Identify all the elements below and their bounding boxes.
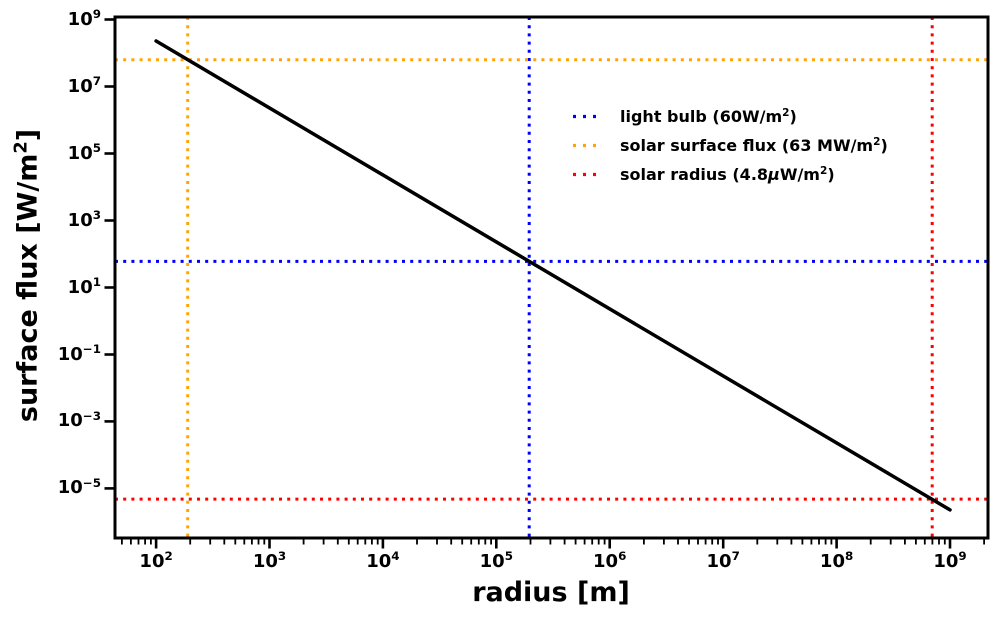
- x-tick-label: 106: [593, 549, 627, 572]
- y-tick-label: 10−3: [57, 408, 101, 432]
- x-tick-label: 103: [252, 549, 287, 572]
- legend-label: solar surface flux (63 MW/m2): [620, 136, 888, 155]
- x-axis-label: radius [m]: [472, 577, 630, 608]
- y-tick-label: 105: [67, 140, 101, 164]
- legend-label: light bulb (60W/m2): [620, 107, 797, 126]
- y-tick-label: 10−1: [57, 341, 101, 365]
- legend-item-0: light bulb (60W/m2): [572, 102, 888, 131]
- series-inverse-square-flux-line: [154, 39, 952, 512]
- x-tick-label: 108: [819, 549, 854, 572]
- y-tick-label: 109: [67, 6, 101, 30]
- y-tick-label: 101: [67, 274, 101, 298]
- plot-border: [113, 15, 990, 540]
- y-axis-label: surface flux [W/m2]: [10, 128, 44, 423]
- y-tick-label: 10−5: [57, 475, 101, 499]
- x-tick-label: 109: [933, 549, 967, 572]
- legend-label: solar radius (4.8μW/m2): [620, 165, 835, 184]
- legend-marker-dotted-icon: [573, 114, 599, 119]
- legend: light bulb (60W/m2) solar surface flux (…: [572, 102, 888, 189]
- legend-item-1: solar surface flux (63 MW/m2): [572, 131, 888, 160]
- legend-marker-dotted-icon: [573, 143, 599, 148]
- legend-marker-dotted-icon: [573, 172, 599, 177]
- legend-item-2: solar radius (4.8μW/m2): [572, 160, 888, 189]
- x-tick-label: 104: [366, 549, 400, 572]
- x-tick-label: 107: [706, 549, 740, 572]
- x-tick-label: 102: [139, 549, 173, 572]
- x-tick-label: 105: [479, 549, 513, 572]
- y-tick-label: 103: [67, 207, 101, 231]
- y-tick-label: 107: [67, 73, 101, 97]
